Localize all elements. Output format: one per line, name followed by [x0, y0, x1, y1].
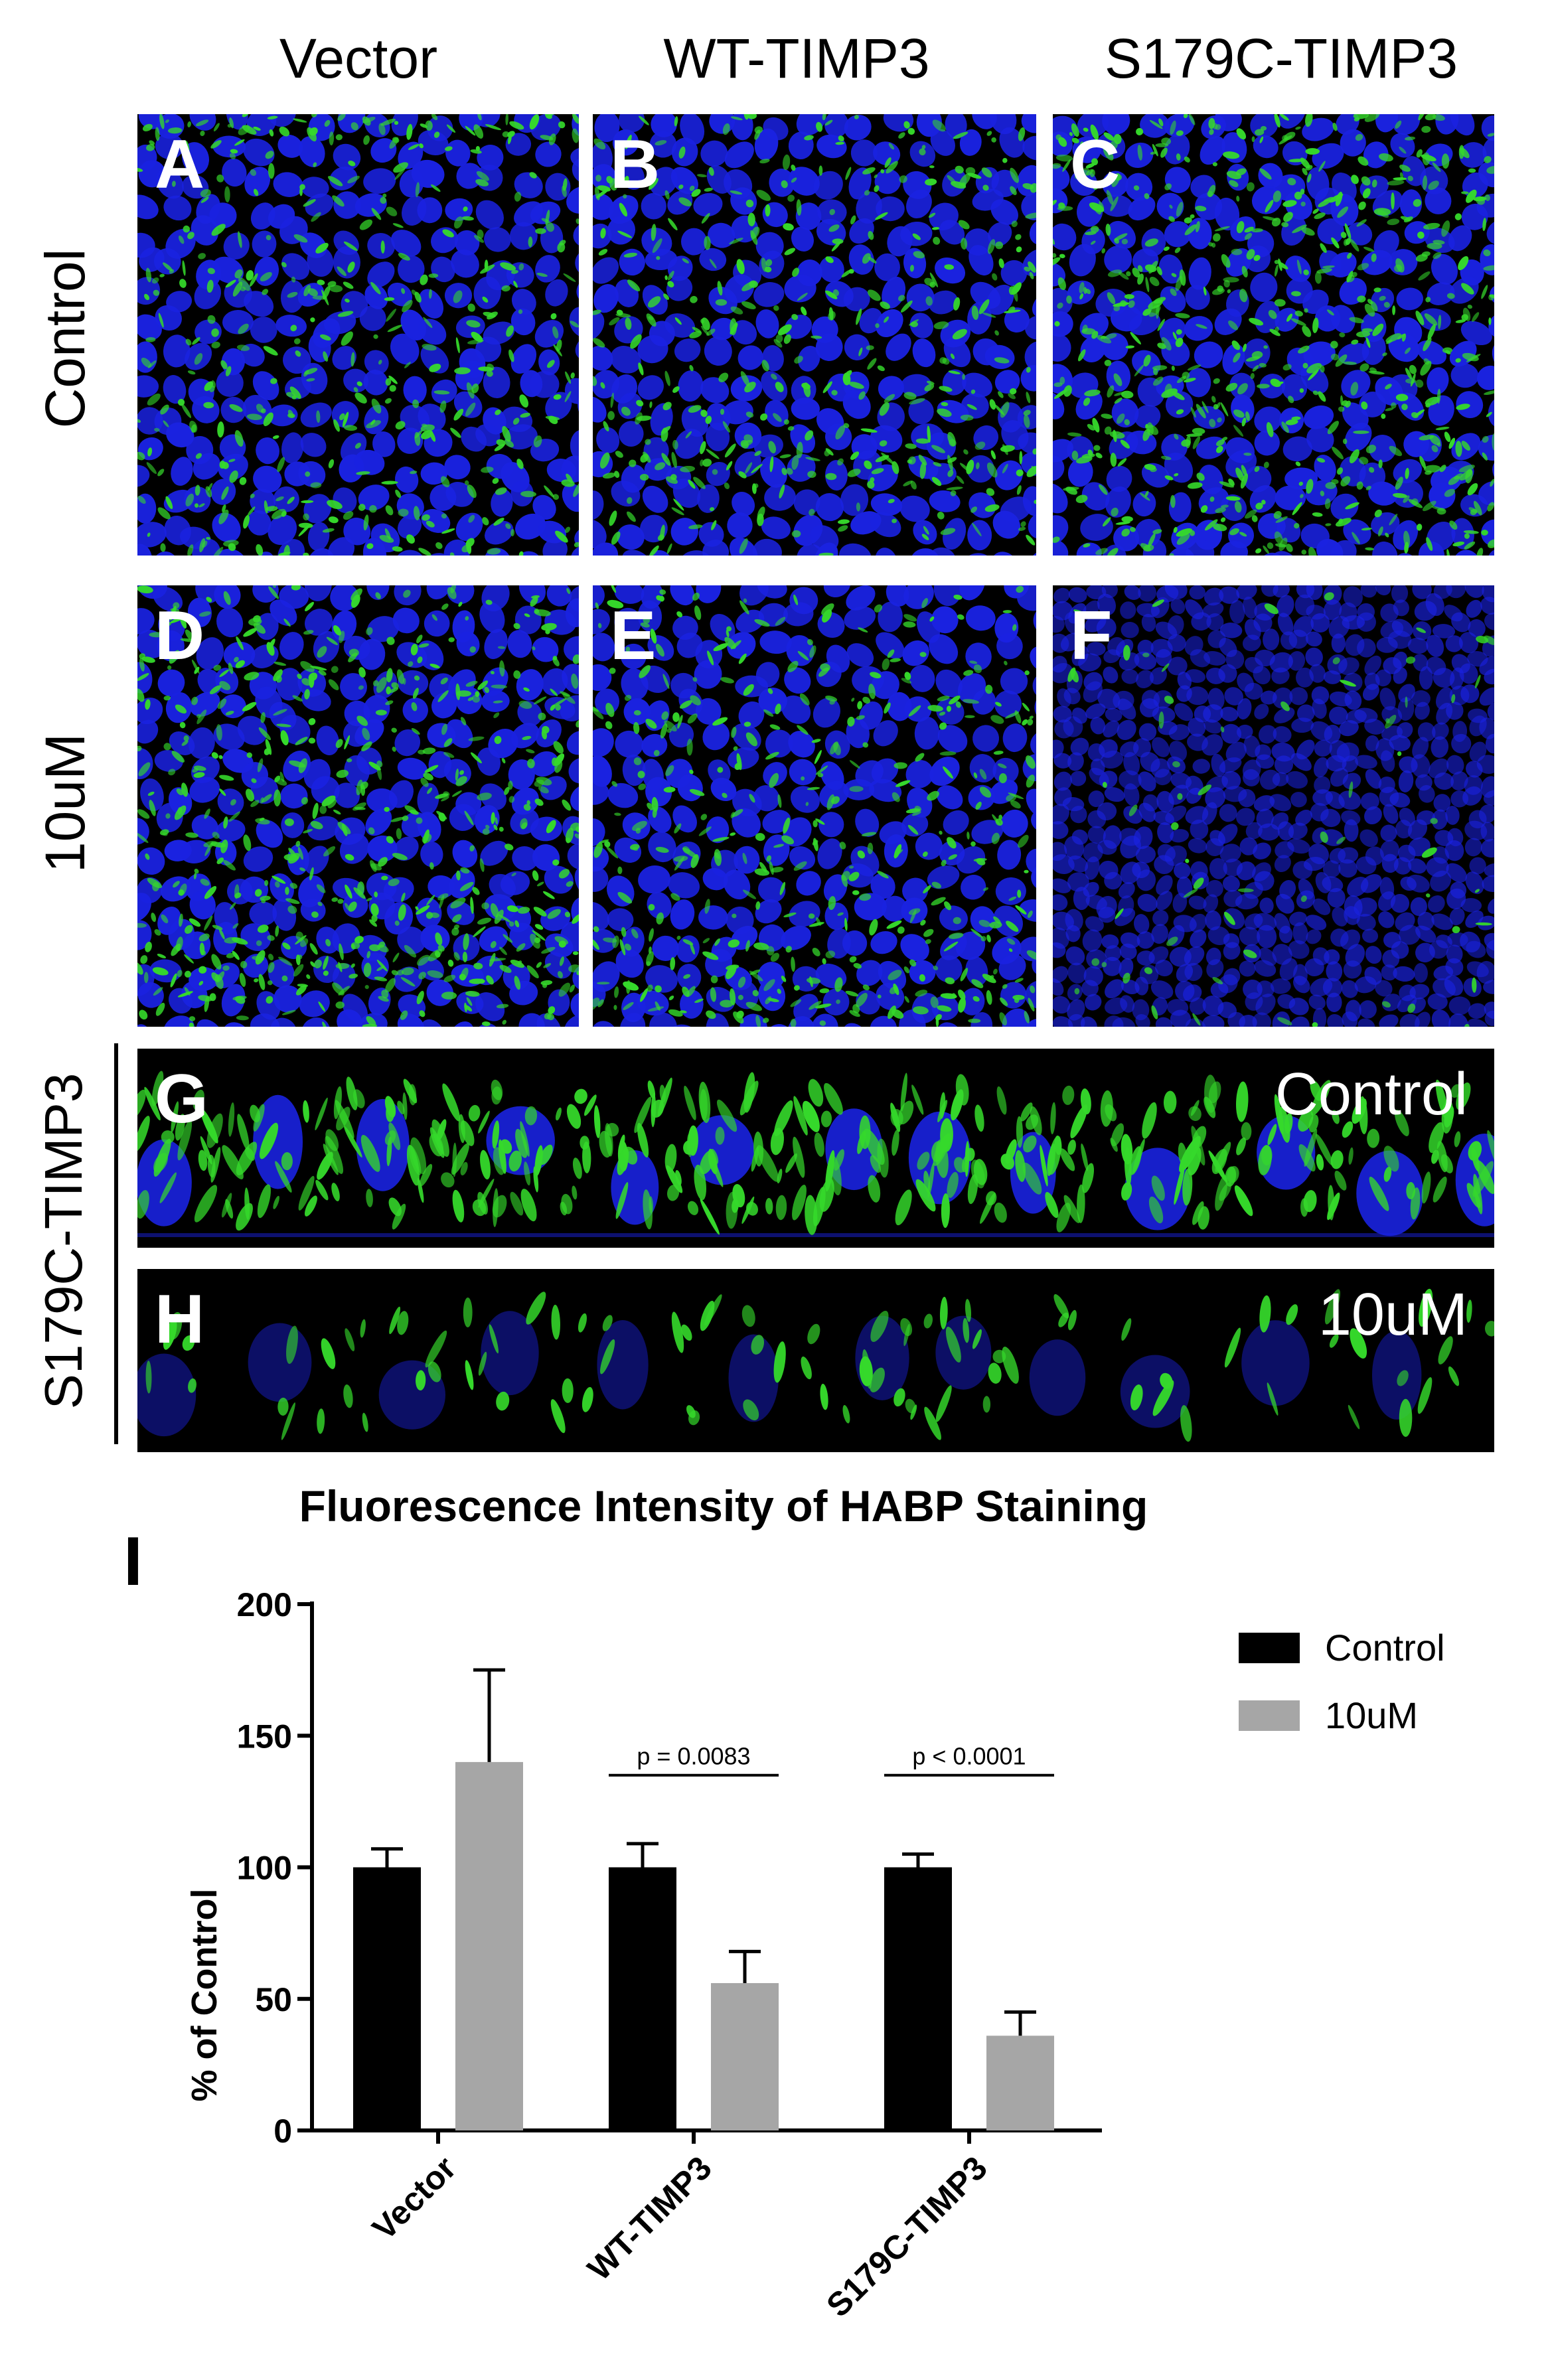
bar-control-wt-timp3: [609, 1867, 676, 2130]
bar-10um-vector: [455, 1761, 523, 2130]
panel-label-c: C: [1070, 126, 1121, 203]
bar-chart: I Fluorescence Intensity of HABP Stainin…: [123, 1481, 1445, 2324]
chart-panel-label: I: [123, 1523, 143, 1600]
group-bracket: [114, 1043, 118, 1444]
panel-label-b: B: [610, 126, 660, 203]
legend: Control 10uM: [1239, 1627, 1445, 1736]
panel-label-h: H: [155, 1281, 205, 1358]
micrograph-b: B: [593, 114, 1036, 556]
column-header-vector: Vector: [279, 27, 438, 90]
micrograph-f: F: [1053, 585, 1494, 1027]
panel-label-e: E: [610, 597, 657, 674]
micrograph-e: E: [593, 585, 1036, 1027]
y-tick-label: 100: [237, 1850, 292, 1887]
legend-swatch-control: [1239, 1633, 1300, 1663]
y-axis-label: % of Control: [185, 1889, 224, 2102]
x-tick-label: Vector: [365, 2149, 463, 2247]
section-micrograph-g: G Control: [137, 1049, 1494, 1248]
chart-title: Fluorescence Intensity of HABP Staining: [299, 1481, 1148, 1530]
y-tick-label: 50: [255, 1981, 292, 2018]
row-header-10um: 10uM: [34, 733, 96, 873]
micrograph-c: C: [1053, 114, 1494, 556]
panel-condition-g: Control: [1275, 1061, 1468, 1128]
bar-control-vector: [353, 1867, 421, 2130]
x-tick-label: S179C-TIMP3: [819, 2149, 994, 2324]
legend-swatch-10um: [1239, 1700, 1300, 1731]
row-header-control: Control: [34, 248, 96, 429]
panel-condition-h: 10uM: [1318, 1282, 1468, 1348]
y-tick-label: 200: [237, 1586, 292, 1623]
panel-label-d: D: [155, 597, 205, 674]
bar-10um-s179c-timp3: [986, 2036, 1054, 2130]
legend-label-10um: 10uM: [1325, 1694, 1418, 1736]
row-header-s179c-timp3: S179C-TIMP3: [34, 1073, 93, 1410]
panel-label-g: G: [155, 1061, 208, 1138]
panel-label-f: F: [1070, 597, 1113, 674]
micrograph-d: D: [137, 585, 579, 1027]
micrograph-a: A: [137, 114, 579, 556]
y-tick-label: 150: [237, 1718, 292, 1755]
section-micrograph-h: H 10uM: [137, 1269, 1494, 1452]
column-header-wt-timp3: WT-TIMP3: [663, 27, 930, 90]
panel-label-a: A: [155, 126, 205, 203]
bar-10um-wt-timp3: [711, 1982, 779, 2130]
x-tick-label: WT-TIMP3: [580, 2149, 719, 2288]
p-value-label: p = 0.0083: [637, 1743, 750, 1770]
y-tick-label: 0: [273, 2113, 292, 2150]
legend-label-control: Control: [1325, 1627, 1445, 1669]
bar-control-s179c-timp3: [884, 1867, 952, 2130]
column-header-s179c-timp3: S179C-TIMP3: [1104, 27, 1458, 90]
p-value-label: p < 0.0001: [912, 1743, 1026, 1770]
